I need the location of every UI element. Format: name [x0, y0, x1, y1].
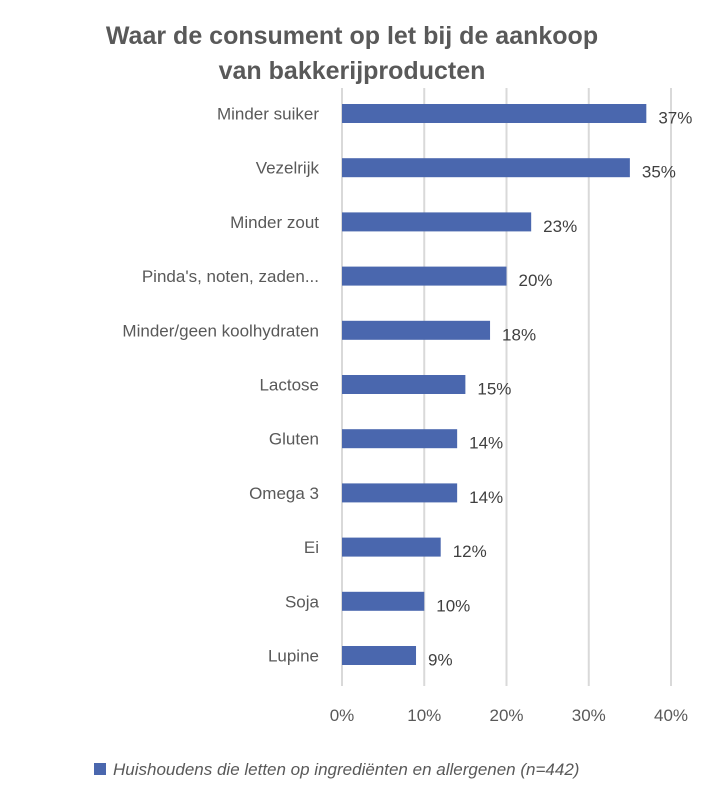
data-label: 37% [658, 109, 692, 128]
bar [342, 212, 532, 232]
bar [342, 266, 507, 286]
bar [342, 320, 491, 340]
category-label: Omega 3 [249, 484, 319, 503]
category-label: Minder suiker [217, 105, 319, 124]
bar [342, 158, 630, 178]
data-label: 20% [519, 271, 553, 290]
x-tick-label: 40% [654, 706, 688, 725]
data-label: 10% [436, 596, 470, 615]
bar [342, 375, 466, 394]
data-label: 15% [477, 380, 511, 399]
category-label: Lactose [259, 376, 319, 395]
chart-title-line: Waar de consument op let bij de aankoop [106, 22, 598, 50]
bar [342, 646, 417, 665]
legend-label: Huishoudens die letten op ingrediënten e… [113, 760, 579, 779]
data-label: 35% [642, 163, 676, 182]
x-tick-label: 20% [489, 706, 523, 725]
data-label: 12% [453, 542, 487, 561]
bar [342, 104, 647, 123]
category-label: Ei [304, 538, 319, 557]
data-label: 18% [502, 325, 536, 344]
category-label: Soja [285, 592, 320, 611]
data-label: 14% [469, 434, 503, 453]
category-label: Pinda's, noten, zaden... [142, 267, 319, 286]
bar [342, 483, 458, 503]
category-label: Lupine [268, 647, 319, 666]
bar [342, 591, 425, 611]
category-label: Gluten [269, 430, 319, 449]
chart-title-line: van bakkerijproducten [219, 57, 486, 85]
bar [342, 429, 458, 449]
category-label: Minder/geen koolhydraten [122, 321, 319, 340]
data-label: 9% [428, 651, 453, 670]
legend-swatch [94, 763, 106, 775]
x-tick-label: 10% [407, 706, 441, 725]
x-tick-label: 0% [330, 706, 355, 725]
x-tick-label: 30% [572, 706, 606, 725]
category-label: Vezelrijk [256, 159, 320, 178]
data-label: 23% [543, 217, 577, 236]
category-label: Minder zout [230, 213, 319, 232]
bar [342, 537, 441, 557]
data-label: 14% [469, 488, 503, 507]
